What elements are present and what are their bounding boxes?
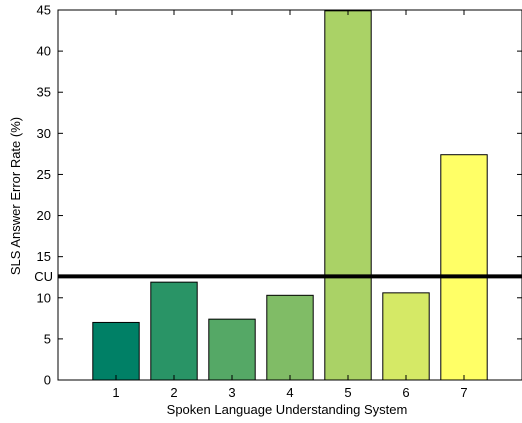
bar-3 (208, 318, 256, 381)
bar-5 (324, 10, 372, 381)
y-tick-label: 40 (37, 44, 51, 59)
y-tick-label: 0 (44, 373, 51, 388)
bar-2 (150, 281, 198, 381)
x-tick-label: 6 (402, 385, 409, 400)
bar-4 (266, 294, 314, 381)
y-ticks-group: 0 5 10 15 20 25 30 35 40 45 CU (34, 3, 522, 388)
bar-6 (382, 292, 430, 381)
x-tick-label: 2 (170, 385, 177, 400)
x-ticks-group: 1 2 3 4 5 6 7 (112, 10, 468, 400)
x-tick-label: 4 (286, 385, 293, 400)
bars-group (92, 10, 488, 381)
y-tick-label: 45 (37, 3, 51, 18)
reference-line-label: CU (34, 269, 53, 284)
y-tick-label: 5 (44, 331, 51, 346)
bar-1 (92, 321, 140, 381)
x-tick-label: 7 (460, 385, 467, 400)
x-tick-label: 5 (344, 385, 351, 400)
y-tick-label: 10 (37, 290, 51, 305)
y-axis-label: SLS Answer Error Rate (%) (8, 117, 23, 275)
x-axis-label: Spoken Language Understanding System (167, 402, 408, 417)
x-tick-label: 1 (112, 385, 119, 400)
x-tick-label: 3 (228, 385, 235, 400)
bar-7 (440, 154, 488, 381)
y-tick-label: 35 (37, 85, 51, 100)
y-tick-label: 20 (37, 208, 51, 223)
y-tick-label: 25 (37, 167, 51, 182)
y-tick-label: 30 (37, 126, 51, 141)
y-tick-label: 15 (37, 249, 51, 264)
